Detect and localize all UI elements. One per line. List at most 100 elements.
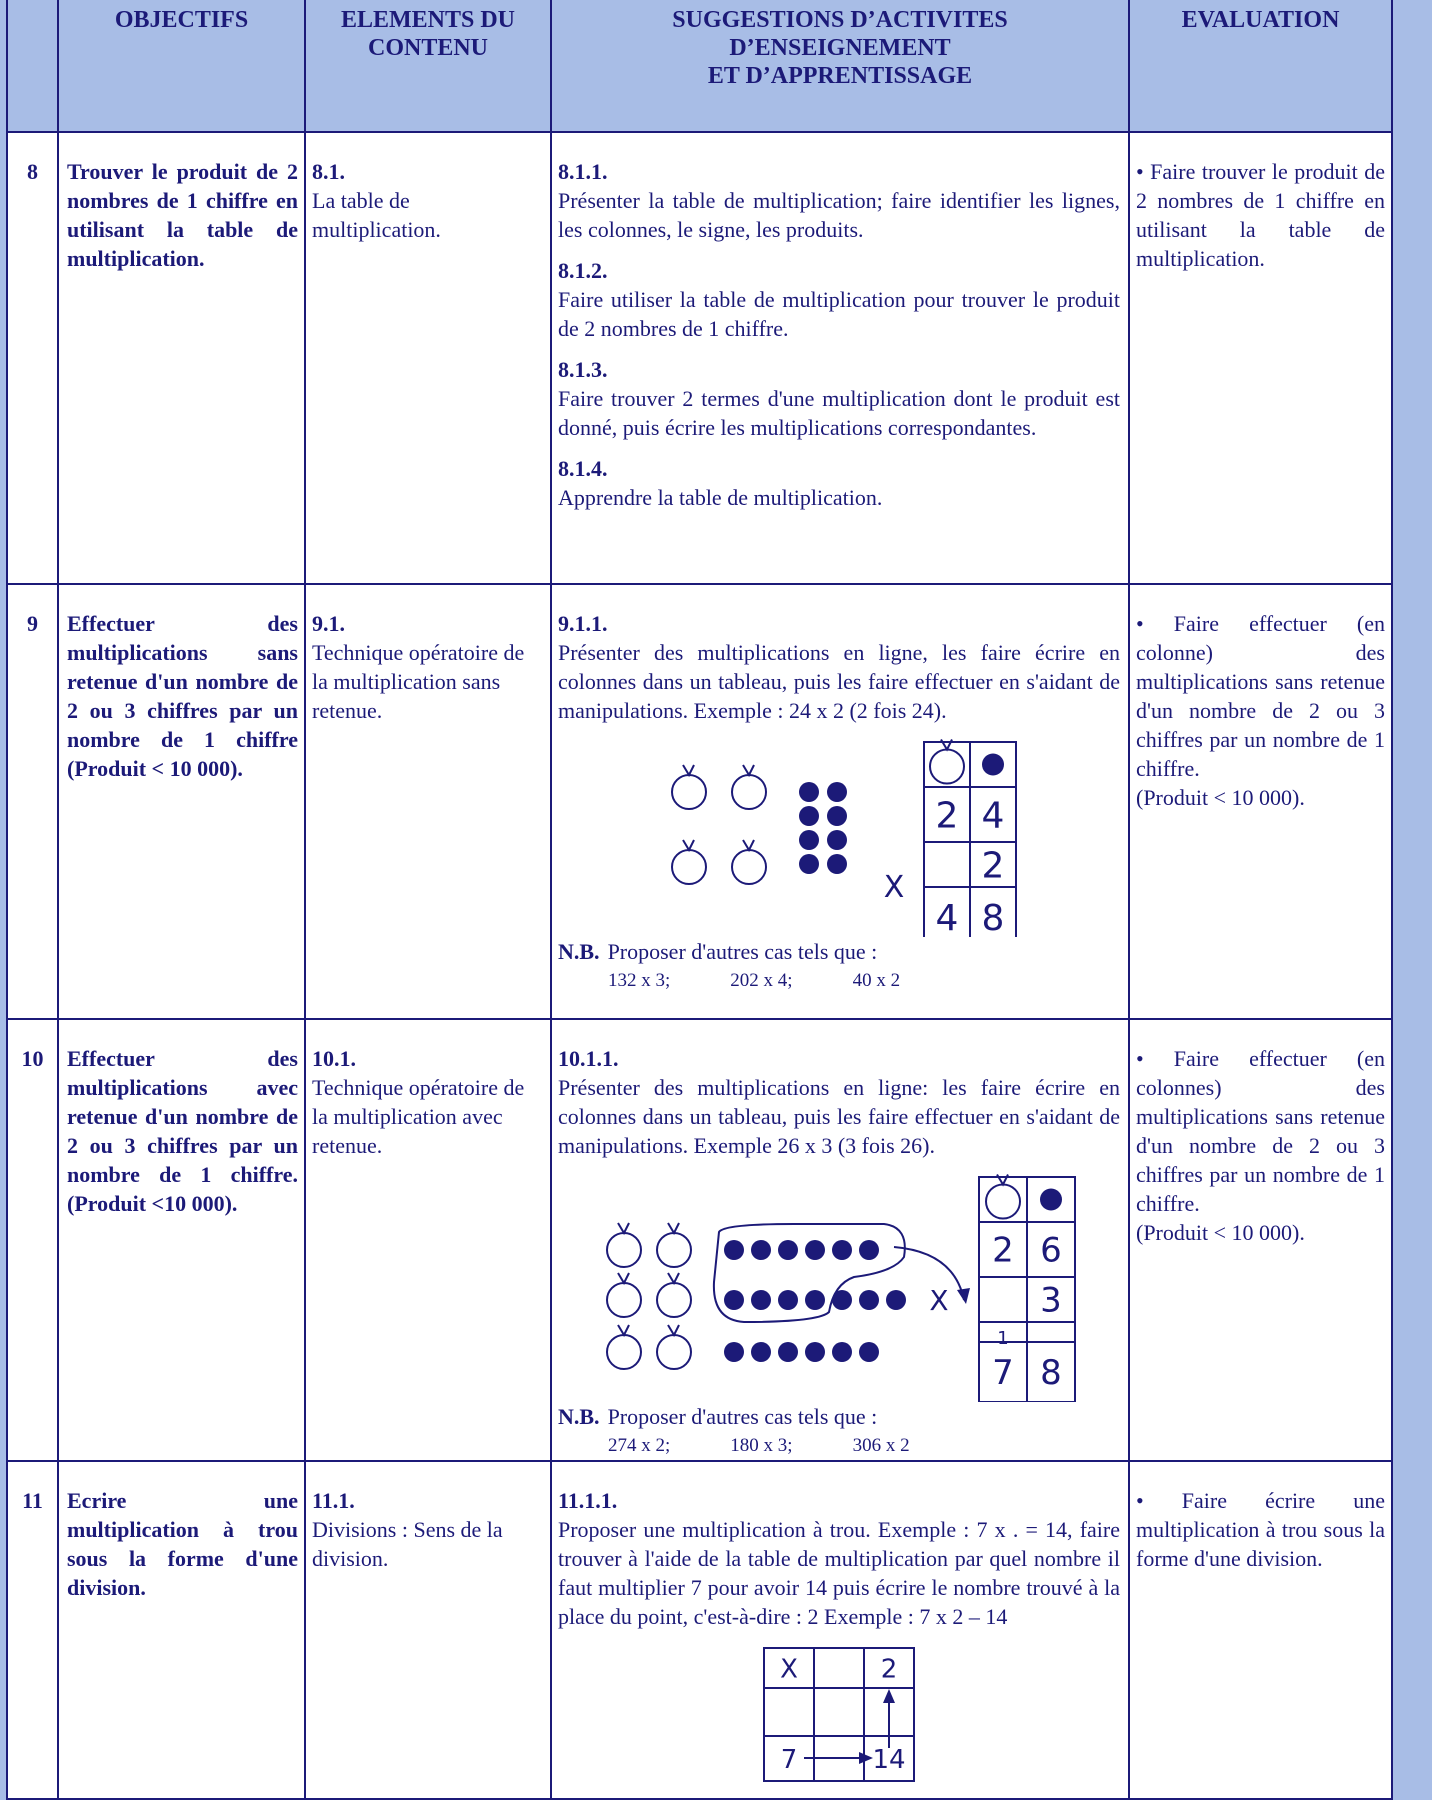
element-code: 8.1. <box>312 159 345 184</box>
dot-icon <box>859 1342 879 1362</box>
dot-icon <box>805 1290 825 1310</box>
table-row: 10 Effectuer des multiplications avec ret… <box>6 1018 1393 1462</box>
dot-icon <box>778 1240 798 1260</box>
arrow-head <box>883 1689 895 1703</box>
activity: 8.1.2. Faire utiliser la table de multipl… <box>558 256 1120 343</box>
element-text: Technique opératoire de la multiplicatio… <box>312 1075 525 1158</box>
element-text: La table de multiplication. <box>312 188 441 242</box>
element-code: 10.1. <box>312 1046 356 1071</box>
content-element: 9.1. Technique opératoire de la multiplic… <box>304 583 552 1020</box>
activities: 10.1.1. Présenter des multiplications en … <box>550 1018 1130 1462</box>
activity: 11.1.1. Proposer une multiplication à tro… <box>558 1486 1120 1631</box>
dot-icon <box>799 806 819 826</box>
evaluation: • Faire effectuer (en colonnes) des mult… <box>1128 1018 1393 1462</box>
dot-icon <box>778 1342 798 1362</box>
objective: Trouver le produit de 2 nombres de 1 chi… <box>57 131 306 585</box>
sign: X <box>929 1284 948 1317</box>
nb-label: N.B. <box>558 939 600 964</box>
activity-text: Faire trouver 2 termes d'une multiplicat… <box>558 386 1120 440</box>
dot-icon <box>886 1290 906 1310</box>
dot-icon <box>778 1290 798 1310</box>
grid-digit: 8 <box>982 898 1005 937</box>
apple-stem <box>742 839 755 853</box>
nb-text: Proposer d'autres cas tels que : <box>607 1404 878 1429</box>
dot-icon <box>1040 1188 1062 1211</box>
dot-icon <box>751 1290 771 1310</box>
element-text: Technique opératoire de la multiplicatio… <box>312 640 525 723</box>
apple-icon <box>656 1232 692 1268</box>
nb-example: 40 x 2 <box>852 970 901 991</box>
nb-example: 180 x 3; <box>730 1435 793 1456</box>
activity: 8.1.3. Faire trouver 2 termes d'une multi… <box>558 355 1120 442</box>
activity-text: Faire utiliser la table de multiplicatio… <box>558 287 1120 341</box>
nota-bene: N.B. Proposer d'autres cas tels que : <box>558 937 1120 966</box>
apple-icon <box>985 1183 1021 1220</box>
nb-example: 274 x 2; <box>608 1435 671 1456</box>
header-line: ELEMENTS DU <box>340 7 516 33</box>
dot-icon <box>724 1290 744 1310</box>
nb-examples: 274 x 2; 180 x 3; 306 x 2 <box>558 1431 1120 1460</box>
nb-label: N.B. <box>558 1404 600 1429</box>
dot-icon <box>799 830 819 850</box>
dot-icon <box>799 854 819 874</box>
apple-stem <box>742 764 755 778</box>
evaluation: • Faire effectuer (en colonne) des multi… <box>1128 583 1393 1020</box>
apple-icon <box>671 774 707 810</box>
loop <box>712 1223 906 1324</box>
element-code: 9.1. <box>312 611 345 636</box>
figure: X 2 6 3 1 7 8 <box>606 1173 1076 1402</box>
apple-stem <box>682 764 695 778</box>
curriculum-table: OBJECTIFS ELEMENTS DU CONTENU SUGGESTIONS D… <box>6 0 1393 1800</box>
activity-code: 8.1.2. <box>558 258 608 283</box>
apple-stem <box>667 1222 680 1236</box>
dot-icon <box>827 782 847 802</box>
activity-text: Proposer une multiplication à trou. Exem… <box>558 1517 1120 1629</box>
activity-text: Présenter des multiplications en ligne: … <box>558 1075 1120 1158</box>
table-row: 9 Effectuer des multiplications sans rete… <box>6 583 1393 1020</box>
evaluation-text: • Faire effectuer (en colonnes) des mult… <box>1136 1046 1385 1216</box>
dot-icon <box>751 1240 771 1260</box>
apple-stem <box>617 1222 630 1236</box>
row-number: 11 <box>6 1460 59 1800</box>
objective: Effectuer des multiplications sans reten… <box>57 583 306 1020</box>
apple-icon <box>606 1282 642 1318</box>
activity-code: 8.1.3. <box>558 357 608 382</box>
content-element: 10.1. Technique opératoire de la multipli… <box>304 1018 552 1462</box>
dot-icon <box>724 1342 744 1362</box>
apple-icon <box>656 1282 692 1318</box>
column-header: SUGGESTIONS D’ACTIVITES D’ENSEIGNEMENT ET … <box>550 0 1130 133</box>
nb-example: 132 x 3; <box>608 970 671 991</box>
dot-icon <box>832 1240 852 1260</box>
grid-digit: 7 <box>992 1353 1014 1393</box>
apple-icon <box>671 849 707 885</box>
nb-examples: 132 x 3; 202 x 4; 40 x 2 <box>558 966 1120 995</box>
activity: 8.1.1. Présenter la table de multiplicati… <box>558 157 1120 244</box>
grid-digit: 8 <box>1040 1353 1062 1393</box>
content-element: 11.1. Divisions : Sens de la division. <box>304 1460 552 1800</box>
row-number: 9 <box>6 583 59 1020</box>
apple-stem <box>682 839 695 853</box>
arrow-head <box>957 1288 970 1304</box>
apple-icon <box>606 1334 642 1370</box>
activity: 8.1.4. Apprendre la table de multiplicati… <box>558 454 1120 512</box>
element-text: Divisions : Sens de la division. <box>312 1517 503 1571</box>
content-element: 8.1. La table de multiplication. <box>304 131 552 585</box>
activities: 11.1.1. Proposer une multiplication à tro… <box>550 1460 1130 1800</box>
nota-bene: N.B. Proposer d'autres cas tels que : <box>558 1402 1120 1431</box>
dot-icon <box>827 830 847 850</box>
dot-icon <box>799 782 819 802</box>
row-number: 8 <box>6 131 59 585</box>
element-code: 11.1. <box>312 1488 355 1513</box>
apple-icon <box>606 1232 642 1268</box>
activity-text: Apprendre la table de multiplication. <box>558 485 883 510</box>
figure: X 2 7 14 <box>763 1647 915 1782</box>
dot-icon <box>827 806 847 826</box>
dot-icon <box>832 1342 852 1362</box>
header-line: OBJECTIFS <box>114 7 249 33</box>
header-line: SUGGESTIONS D’ACTIVITES <box>672 7 1008 33</box>
evaluation: • Faire trouver le produit de 2 nombres … <box>1128 131 1393 585</box>
evaluation-text: (Produit < 10 000). <box>1136 785 1305 810</box>
dot-icon <box>724 1240 744 1260</box>
apple-stem <box>617 1324 630 1338</box>
